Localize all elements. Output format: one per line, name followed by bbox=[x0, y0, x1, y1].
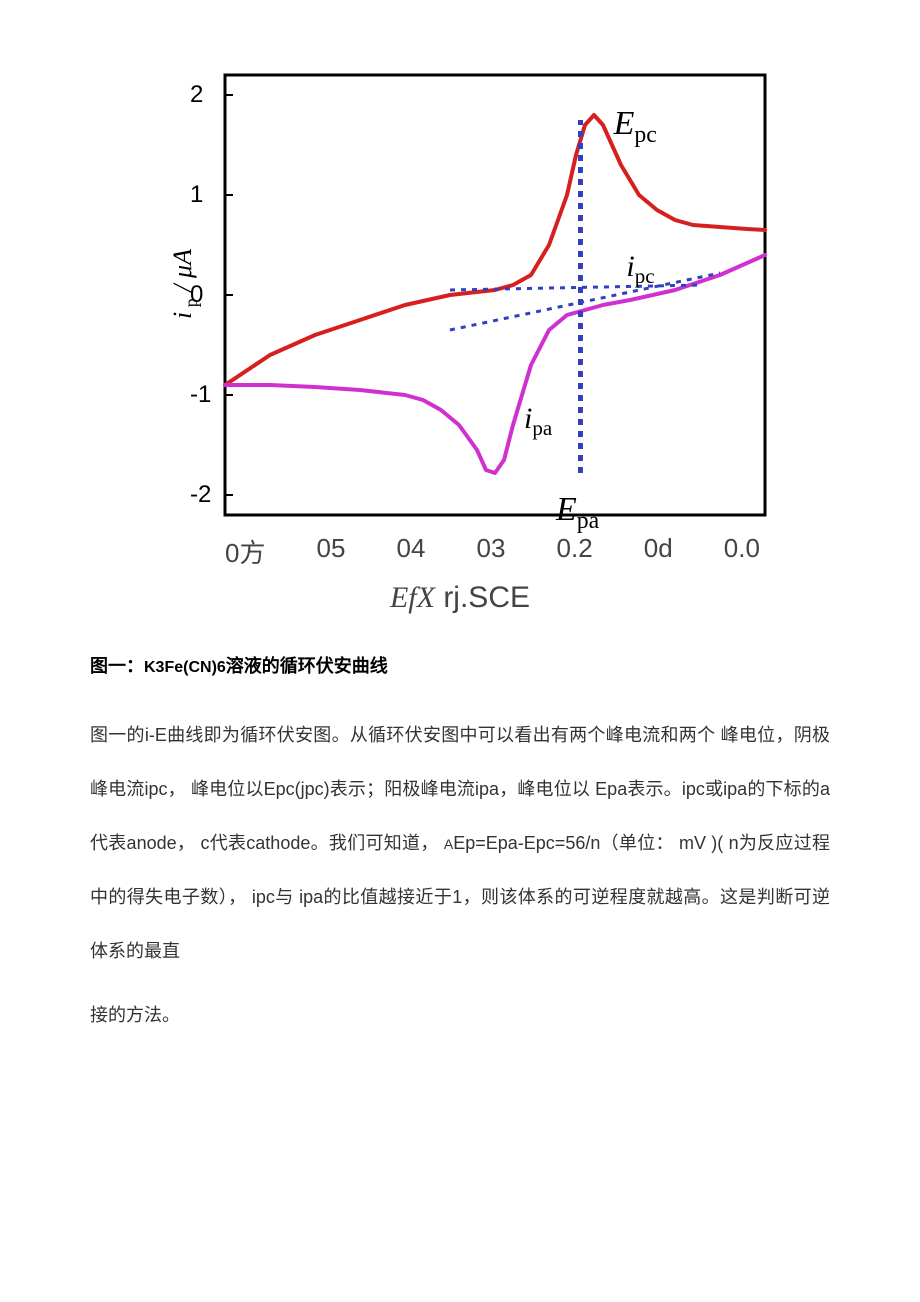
x-tick-label: 0.2 bbox=[557, 533, 593, 570]
y-tick-label: -2 bbox=[190, 481, 211, 509]
annotation-Epa: Epa bbox=[556, 491, 599, 535]
y-tick-label: -1 bbox=[190, 381, 211, 409]
x-tick-label: 0方 bbox=[225, 533, 265, 570]
body-paragraph-2: 接的方法。 bbox=[90, 988, 830, 1042]
x-axis-label: EfX rj.SCE bbox=[140, 581, 780, 615]
y-tick-label: 0 bbox=[190, 281, 203, 309]
annotation-ipa: ipa bbox=[524, 402, 552, 441]
y-tick-label: 1 bbox=[190, 181, 203, 209]
figure-caption: 图一：K3Fe(CN)6溶液的循环伏安曲线 bbox=[90, 650, 830, 683]
annotation-Epc: Epc bbox=[614, 105, 657, 149]
x-tick-label: 04 bbox=[397, 533, 426, 570]
x-tick-label: 0.0 bbox=[724, 533, 760, 570]
x-axis-tick-labels: 0方 05 04 03 0.2 0d 0.0 bbox=[225, 533, 760, 570]
x-tick-label: 03 bbox=[477, 533, 506, 570]
cv-chart: i p / μA 210-1-2 0方0504030.20d0.0 EfX rj… bbox=[140, 60, 780, 620]
body-paragraph-1: 图一的i-E曲线即为循环伏安图。从循环伏安图中可以看出有两个峰电流和两个 峰电位… bbox=[90, 708, 830, 978]
annotation-ipc: ipc bbox=[626, 250, 654, 289]
x-tick-label: 05 bbox=[317, 533, 346, 570]
x-tick-label: 0d bbox=[644, 533, 673, 570]
y-tick-label: 2 bbox=[190, 81, 203, 109]
